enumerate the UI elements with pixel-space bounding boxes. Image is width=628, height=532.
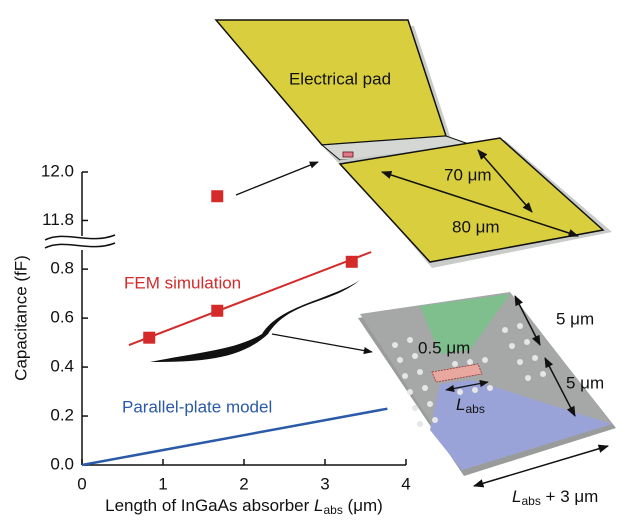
symbol: L — [456, 395, 465, 414]
dim-arrow — [381, 170, 579, 238]
y-tick-label: 0.4 — [50, 357, 74, 376]
pad-device: Electrical pad 70 μm 80 μm — [214, 19, 612, 268]
label: + 3 μm — [541, 487, 599, 506]
dim-arrow — [544, 357, 576, 417]
dim-label: 0.5 μm — [418, 338, 470, 357]
x-tick-label: 4 — [401, 474, 410, 493]
y-axis-label: Capacitance (fF) — [11, 255, 30, 381]
dim-label: 5 μm — [566, 373, 604, 392]
x-tick-label: 3 — [320, 474, 329, 493]
model-line — [81, 407, 388, 467]
dim-label: 70 μm — [444, 165, 492, 184]
dim-label: Labs + 3 μm — [512, 487, 598, 508]
marker — [143, 331, 156, 344]
series-label: Parallel-plate model — [122, 397, 272, 416]
marker — [345, 255, 358, 268]
subscript: abs — [465, 402, 484, 416]
dim-arrow — [514, 295, 541, 346]
x-axis-label: Length of InGaAs absorber Labs (μm) — [105, 496, 383, 517]
series-label: FEM simulation — [124, 273, 241, 292]
x-tick-label: 1 — [158, 474, 167, 493]
dim-arrow — [445, 379, 489, 393]
pointer-arrow — [235, 161, 319, 196]
y-tick-label: 0.2 — [50, 406, 74, 425]
absorber-device: 5 μm 5 μm 0.5 μm Labs Labs + 3 μm — [358, 292, 616, 508]
y-tick-label: 12.0 — [41, 161, 74, 180]
pointer-arrow — [271, 333, 373, 355]
subscript: abs — [323, 503, 342, 517]
x-tick-label: 2 — [239, 474, 248, 493]
dim-label: 5 μm — [556, 309, 594, 328]
y-tick-label: 0.0 — [50, 454, 74, 473]
axes — [44, 172, 406, 466]
y-tick-label: 11.8 — [42, 210, 74, 229]
fit-line — [128, 251, 372, 346]
pad-label: Electrical pad — [289, 69, 391, 88]
y-tick-label: 0.6 — [50, 308, 74, 327]
label: Length of InGaAs absorber — [105, 496, 314, 515]
y-tick-label: 0.8 — [50, 259, 74, 278]
dim-arrow — [472, 444, 610, 488]
marker — [211, 190, 224, 203]
x-tick-label: 0 — [77, 474, 86, 493]
symbol: L — [512, 487, 521, 506]
symbol: L — [314, 496, 323, 515]
unit: (μm) — [343, 496, 383, 515]
subscript: abs — [521, 494, 540, 508]
dim-label: 80 μm — [452, 217, 500, 236]
dim-label: Labs — [456, 395, 485, 416]
marker — [211, 304, 224, 317]
